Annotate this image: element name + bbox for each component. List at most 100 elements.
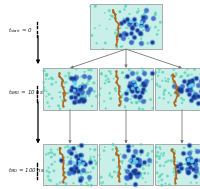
Point [81, 98, 84, 101]
Point [158, 71, 161, 74]
Point [181, 151, 184, 154]
Point [61, 160, 64, 163]
Point [139, 23, 143, 26]
Point [117, 160, 121, 163]
Point [137, 161, 140, 164]
Point [79, 143, 82, 146]
Point [82, 75, 86, 78]
Point [134, 83, 137, 86]
Point [107, 69, 110, 72]
Point [138, 78, 141, 81]
Point [62, 159, 65, 162]
Point [130, 158, 133, 161]
Point [186, 170, 189, 174]
Point [166, 80, 170, 83]
Point [129, 85, 132, 88]
Point [121, 71, 125, 74]
Point [123, 105, 127, 108]
Point [115, 81, 118, 84]
Point [193, 92, 196, 95]
Point [196, 101, 199, 104]
Point [176, 87, 179, 90]
Point [79, 156, 82, 159]
Point [124, 175, 128, 178]
Point [134, 150, 137, 153]
Point [132, 159, 135, 162]
Point [189, 86, 192, 89]
Point [187, 170, 190, 173]
Point [169, 94, 173, 97]
Point [135, 174, 139, 177]
Point [122, 155, 126, 158]
Point [141, 87, 144, 90]
Point [143, 172, 146, 175]
Point [136, 89, 139, 92]
Point [199, 80, 200, 83]
Point [141, 163, 144, 166]
Point [186, 161, 189, 164]
Point [48, 171, 51, 174]
Point [115, 145, 118, 148]
Point [193, 96, 196, 99]
Point [129, 88, 133, 91]
Point [121, 93, 124, 96]
Point [190, 78, 193, 81]
Point [147, 172, 150, 175]
Point [83, 163, 86, 166]
Point [83, 163, 86, 166]
Point [130, 89, 134, 92]
Point [130, 158, 133, 161]
Point [126, 18, 129, 21]
Point [98, 93, 101, 96]
Point [139, 158, 142, 161]
Point [89, 155, 92, 158]
FancyBboxPatch shape [99, 144, 153, 185]
Point [122, 32, 125, 35]
Point [182, 80, 185, 83]
Point [129, 98, 132, 101]
Point [180, 87, 183, 90]
Point [158, 157, 161, 160]
Point [69, 146, 72, 149]
Point [61, 80, 64, 83]
Point [100, 182, 103, 185]
Point [70, 96, 73, 99]
Point [87, 76, 90, 79]
Point [73, 96, 76, 99]
Point [136, 89, 139, 92]
Point [101, 47, 105, 50]
Point [128, 175, 132, 178]
Point [178, 92, 181, 95]
Point [199, 158, 200, 161]
Point [81, 162, 84, 165]
Point [141, 99, 145, 102]
Point [50, 83, 54, 86]
Point [159, 164, 162, 167]
Point [76, 160, 79, 163]
Point [181, 151, 184, 154]
Point [141, 15, 144, 18]
Point [188, 80, 191, 83]
Point [136, 163, 139, 166]
Point [47, 152, 50, 155]
Point [192, 76, 196, 79]
Point [197, 84, 200, 87]
Point [129, 88, 133, 91]
Point [82, 99, 85, 102]
Point [186, 83, 189, 86]
Point [179, 162, 182, 165]
Point [76, 145, 80, 148]
Point [55, 183, 59, 186]
Point [192, 95, 195, 98]
Point [198, 101, 200, 104]
Point [187, 171, 190, 174]
Point [140, 21, 143, 24]
Point [117, 90, 121, 93]
Point [74, 99, 77, 102]
Point [139, 84, 142, 88]
Point [133, 183, 136, 186]
Point [138, 32, 142, 35]
Point [133, 183, 136, 186]
Point [142, 71, 145, 74]
Point [46, 101, 49, 104]
